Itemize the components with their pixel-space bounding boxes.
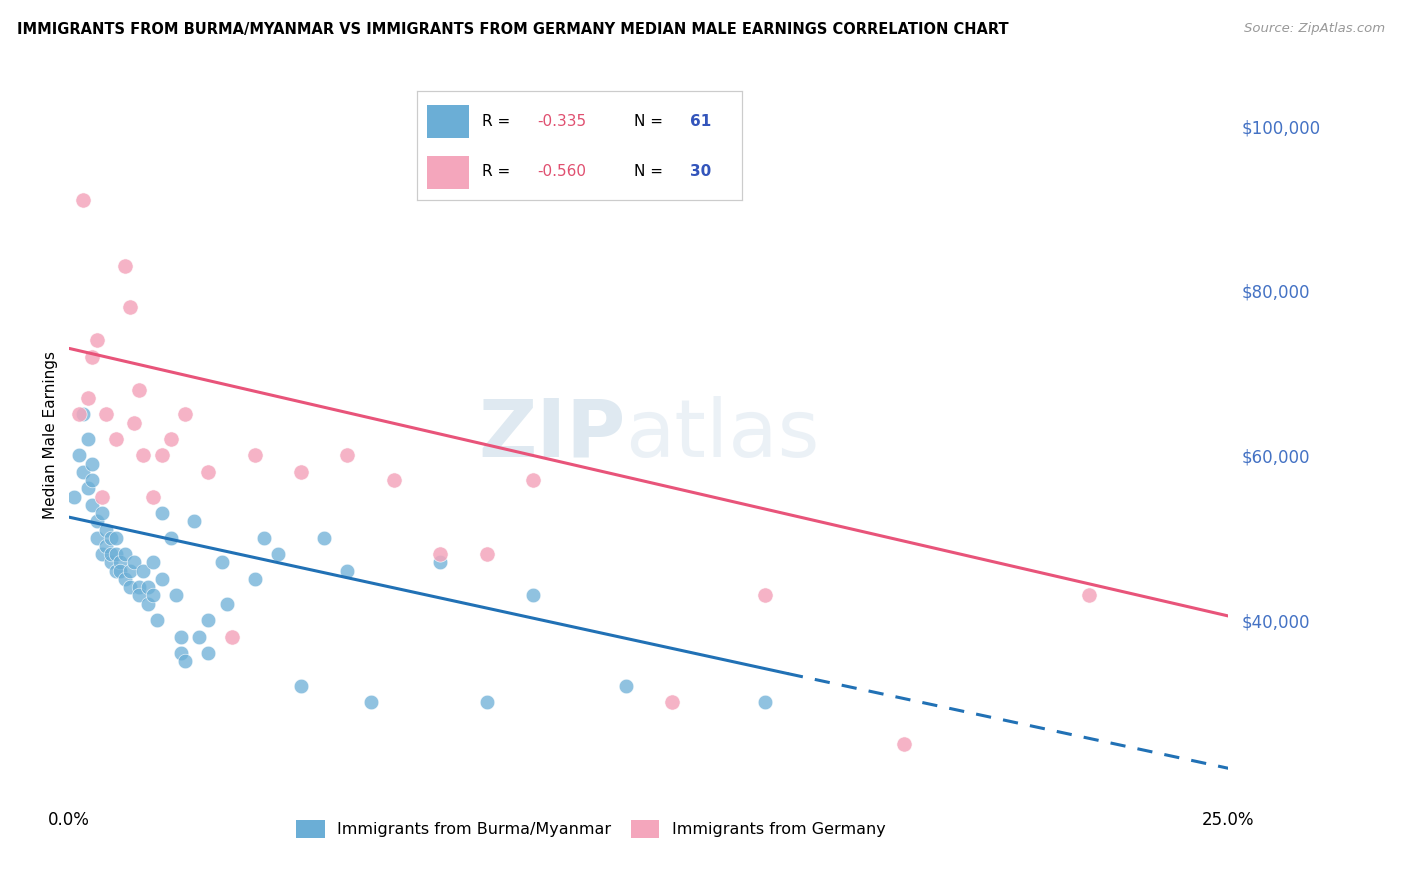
Point bbox=[221, 630, 243, 644]
Point bbox=[142, 490, 165, 504]
Point bbox=[104, 564, 127, 578]
Point bbox=[150, 506, 173, 520]
Point bbox=[150, 449, 173, 463]
Y-axis label: Median Male Earnings: Median Male Earnings bbox=[44, 351, 58, 519]
Point bbox=[72, 407, 94, 421]
Point bbox=[211, 556, 233, 570]
Point bbox=[243, 449, 266, 463]
Point bbox=[96, 407, 118, 421]
Point bbox=[522, 473, 544, 487]
Point bbox=[96, 539, 118, 553]
Point bbox=[90, 547, 112, 561]
Text: IMMIGRANTS FROM BURMA/MYANMAR VS IMMIGRANTS FROM GERMANY MEDIAN MALE EARNINGS CO: IMMIGRANTS FROM BURMA/MYANMAR VS IMMIGRA… bbox=[17, 22, 1008, 37]
Point bbox=[183, 514, 205, 528]
Point bbox=[150, 572, 173, 586]
Point bbox=[136, 580, 159, 594]
Text: ZIP: ZIP bbox=[478, 396, 626, 474]
Point bbox=[188, 630, 211, 644]
Point bbox=[128, 589, 150, 603]
Point bbox=[174, 407, 197, 421]
Point bbox=[110, 556, 132, 570]
Point bbox=[522, 589, 544, 603]
Point bbox=[314, 531, 336, 545]
Point bbox=[267, 547, 290, 561]
Point bbox=[132, 449, 155, 463]
Point bbox=[169, 630, 191, 644]
Point bbox=[132, 564, 155, 578]
Point bbox=[142, 589, 165, 603]
Point bbox=[90, 506, 112, 520]
Point bbox=[128, 580, 150, 594]
Point bbox=[90, 490, 112, 504]
Point bbox=[86, 333, 108, 347]
Point bbox=[336, 564, 359, 578]
Legend: Immigrants from Burma/Myanmar, Immigrants from Germany: Immigrants from Burma/Myanmar, Immigrant… bbox=[290, 814, 893, 845]
Point bbox=[290, 679, 312, 693]
Point bbox=[360, 695, 382, 709]
Point bbox=[86, 531, 108, 545]
Point bbox=[100, 531, 122, 545]
Point bbox=[76, 391, 98, 405]
Point bbox=[661, 695, 683, 709]
Point bbox=[128, 383, 150, 397]
Point bbox=[160, 531, 183, 545]
Point bbox=[429, 556, 451, 570]
Point bbox=[754, 695, 776, 709]
Point bbox=[110, 564, 132, 578]
Point bbox=[160, 432, 183, 446]
Point bbox=[122, 416, 145, 430]
Point bbox=[475, 547, 498, 561]
Point bbox=[114, 547, 136, 561]
Point bbox=[169, 646, 191, 660]
Point bbox=[67, 407, 90, 421]
Point bbox=[475, 695, 498, 709]
Point bbox=[197, 646, 219, 660]
Text: Source: ZipAtlas.com: Source: ZipAtlas.com bbox=[1244, 22, 1385, 36]
Point bbox=[893, 737, 915, 751]
Point bbox=[104, 531, 127, 545]
Point bbox=[118, 580, 141, 594]
Point bbox=[122, 556, 145, 570]
Point bbox=[82, 498, 104, 512]
Text: atlas: atlas bbox=[626, 396, 820, 474]
Point bbox=[100, 547, 122, 561]
Point bbox=[290, 465, 312, 479]
Point bbox=[382, 473, 405, 487]
Point bbox=[82, 350, 104, 364]
Point bbox=[114, 259, 136, 273]
Point bbox=[429, 547, 451, 561]
Point bbox=[86, 514, 108, 528]
Point bbox=[165, 589, 187, 603]
Point bbox=[104, 432, 127, 446]
Point bbox=[82, 457, 104, 471]
Point bbox=[1078, 589, 1101, 603]
Point bbox=[72, 465, 94, 479]
Point bbox=[142, 556, 165, 570]
Point bbox=[96, 523, 118, 537]
Point bbox=[63, 490, 86, 504]
Point bbox=[215, 597, 238, 611]
Point bbox=[67, 449, 90, 463]
Point bbox=[100, 556, 122, 570]
Point bbox=[76, 432, 98, 446]
Point bbox=[136, 597, 159, 611]
Point bbox=[754, 589, 776, 603]
Point bbox=[114, 572, 136, 586]
Point bbox=[197, 613, 219, 627]
Point bbox=[82, 473, 104, 487]
Point bbox=[174, 654, 197, 668]
Point bbox=[76, 482, 98, 496]
Point bbox=[336, 449, 359, 463]
Point bbox=[118, 300, 141, 314]
Point bbox=[72, 193, 94, 207]
Point bbox=[146, 613, 169, 627]
Point bbox=[118, 564, 141, 578]
Point bbox=[614, 679, 637, 693]
Point bbox=[197, 465, 219, 479]
Point bbox=[243, 572, 266, 586]
Point bbox=[104, 547, 127, 561]
Point bbox=[253, 531, 276, 545]
